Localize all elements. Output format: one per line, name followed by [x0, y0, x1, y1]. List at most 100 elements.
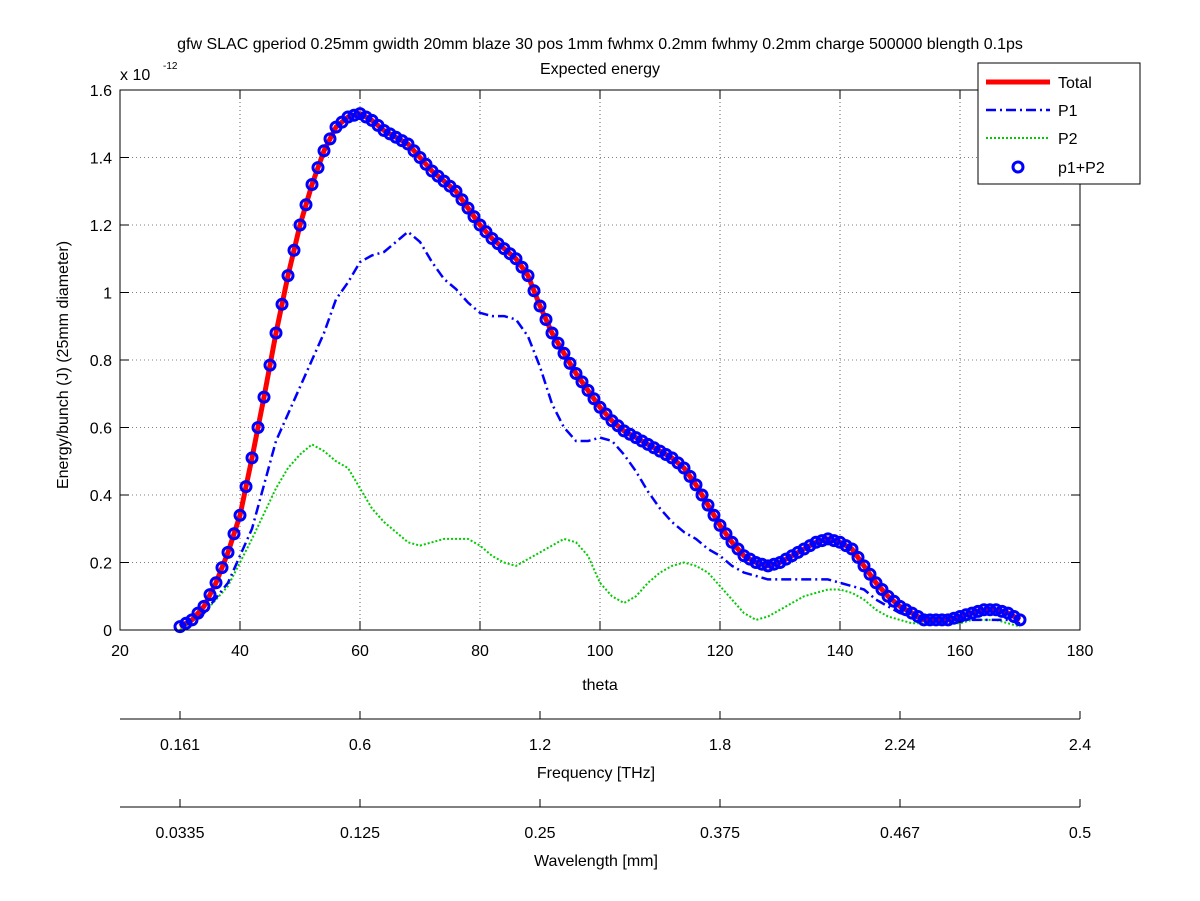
marker-point [677, 461, 691, 475]
frequency-tick-label: 2.24 [884, 737, 915, 754]
x-ticks: 20 40 60 80 100 120 140 160 180 [111, 90, 1093, 660]
marker-point [449, 184, 463, 198]
frequency-tick-label: 1.2 [529, 737, 551, 754]
marker-point [557, 346, 571, 360]
marker-point [323, 132, 337, 146]
marker-point [959, 608, 973, 622]
x-tick-label: 100 [587, 643, 614, 660]
legend-label-p1: P1 [1058, 103, 1078, 120]
marker-point [263, 358, 277, 372]
marker-point [821, 532, 835, 546]
x-tick-label: 60 [351, 643, 369, 660]
x-axis-label: theta [582, 677, 618, 694]
x-tick-label: 80 [471, 643, 489, 660]
marker-point [521, 269, 535, 283]
wavelength-ticks: 0.0335 0.125 0.25 0.375 0.467 0.5 [156, 799, 1091, 842]
wavelength-axis: 0.0335 0.125 0.25 0.375 0.467 0.5 Wavelength … [120, 799, 1091, 870]
x-tick-label: 40 [231, 643, 249, 660]
marker-point [695, 488, 709, 502]
marker-point [809, 535, 823, 549]
marker-point [941, 613, 955, 627]
legend-label-total: Total [1058, 75, 1092, 92]
frequency-tick-label: 1.8 [709, 737, 731, 754]
marker-point [251, 421, 265, 434]
marker-point [995, 604, 1009, 618]
wavelength-tick-label: 0.375 [700, 825, 740, 842]
series-line-p2 [179, 443, 1021, 631]
marker-point [227, 527, 241, 541]
wavelength-tick-label: 0.25 [524, 825, 555, 842]
marker-point [287, 243, 301, 257]
marker-point [1013, 613, 1027, 627]
wavelength-tick-label: 0.467 [880, 825, 920, 842]
wavelength-tick-label: 0.125 [340, 825, 380, 842]
marker-point [533, 299, 547, 313]
marker-point [917, 613, 931, 627]
frequency-tick-label: 0.161 [160, 737, 200, 754]
marker-point [713, 518, 727, 532]
marker-point [221, 545, 235, 559]
series-markers-p1p2 [173, 107, 1027, 634]
marker-point [947, 611, 961, 625]
marker-point [299, 198, 313, 212]
svg-text:x 10: x 10 [120, 67, 150, 84]
x-tick-label: 20 [111, 643, 129, 660]
marker-point [719, 527, 733, 541]
marker-point [515, 260, 529, 274]
y-axis-label: Energy/bunch (J) (25mm diameter) [55, 241, 72, 489]
marker-point [563, 356, 577, 370]
series-layer [173, 107, 1027, 634]
marker-point [539, 313, 553, 326]
legend: Total P1 P2 p1+P2 [977, 62, 1141, 185]
marker-point [707, 508, 721, 522]
y-tick-label: 0.4 [90, 488, 112, 505]
marker-point [701, 498, 715, 512]
marker-point [203, 588, 217, 602]
marker-point [827, 534, 841, 548]
wavelength-axis-label: Wavelength [mm] [534, 853, 658, 870]
marker-point [317, 144, 331, 158]
marker-point [341, 110, 355, 124]
marker-point [209, 576, 223, 590]
marker-point [467, 210, 481, 224]
marker-point [575, 375, 589, 389]
marker-point [527, 284, 541, 298]
frequency-axis-label: Frequency [THz] [537, 765, 655, 782]
legend-label-p1p2: p1+P2 [1058, 160, 1105, 177]
marker-point [281, 269, 295, 283]
y-tick-label: 1 [103, 286, 112, 303]
marker-point [749, 556, 763, 569]
marker-point [761, 559, 775, 573]
marker-point [245, 451, 259, 465]
marker-point [689, 478, 703, 492]
marker-point [857, 559, 871, 573]
marker-point [863, 567, 877, 581]
svg-text:-12: -12 [163, 61, 178, 72]
marker-point [929, 613, 943, 627]
wavelength-tick-label: 0.0335 [156, 825, 205, 842]
legend-label-p2: P2 [1058, 131, 1078, 148]
marker-point [461, 201, 475, 215]
y-tick-label: 1.4 [90, 151, 112, 168]
marker-point [509, 252, 523, 266]
y-exponent-label: x 10 -12 [120, 61, 178, 84]
y-tick-label: 1.2 [90, 218, 112, 235]
marker-point [311, 161, 325, 175]
y-tick-label: 1.6 [90, 83, 112, 100]
marker-point [257, 390, 271, 404]
marker-point [845, 542, 859, 556]
plot-area: 20 40 60 80 100 120 140 160 180 0 0.2 0.4 0.6 0.8 1 1.… [90, 83, 1094, 660]
marker-point [305, 178, 319, 191]
marker-point [197, 599, 211, 613]
marker-point [965, 606, 979, 620]
marker-point [683, 469, 697, 483]
frequency-tick-label: 0.6 [349, 737, 371, 754]
legend-swatch-p1p2 [1011, 160, 1025, 174]
marker-point [767, 557, 781, 571]
marker-point [587, 392, 601, 406]
frequency-ticks: 0.161 0.6 1.2 1.8 2.24 2.4 [160, 711, 1091, 754]
marker-point [851, 550, 865, 564]
x-tick-label: 180 [1067, 643, 1094, 660]
marker-point [545, 326, 559, 340]
wavelength-tick-label: 0.5 [1069, 825, 1091, 842]
